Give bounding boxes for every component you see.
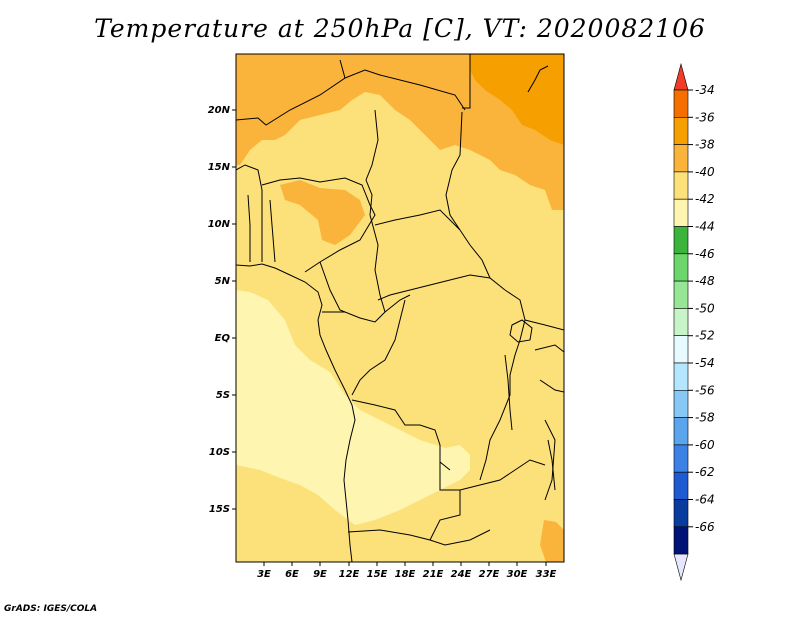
lon-label: 30E [507, 569, 528, 580]
border-east-1 [524, 319, 564, 331]
border-car [374, 209, 461, 231]
colorbar-swatch [673, 226, 689, 255]
border-libya-sudan [462, 54, 471, 109]
field-north-hot [470, 54, 564, 145]
border-sahara-2 [344, 69, 466, 111]
border-car-south [377, 274, 506, 301]
lat-label: 5S [216, 390, 230, 401]
colorbar-label: -48 [695, 274, 715, 288]
lat-ticks [232, 109, 236, 510]
lon-label: 33E [536, 569, 557, 580]
map-frame [235, 53, 565, 563]
colorbar-swatch [673, 444, 689, 473]
colorbar-swatch [673, 471, 689, 500]
lat-label: 20N [208, 105, 231, 116]
colorbar-label: -44 [695, 220, 715, 234]
lon-label: 15E [367, 569, 388, 580]
lake-malawi [547, 439, 556, 491]
colorbar-swatch [673, 335, 689, 364]
country-borders [236, 54, 564, 562]
lat-label: 15N [208, 162, 231, 173]
border-east-2 [534, 344, 564, 353]
border-drc-east [479, 289, 526, 481]
colorbar-label: -64 [695, 493, 715, 507]
credit-label: GrADS: IGES/COLA [4, 604, 98, 614]
colorbar-label: -52 [695, 329, 715, 343]
colorbar-swatch [673, 417, 689, 446]
colorbar-label: -46 [695, 247, 715, 261]
lon-label: 27E [479, 569, 500, 580]
colorbar-label: -50 [695, 301, 715, 315]
lat-label: 10S [209, 447, 230, 458]
border-congo-drc [351, 299, 406, 396]
colorbar-swatch [673, 144, 689, 173]
colorbar-label: -38 [695, 138, 715, 152]
map-title: Temperature at 250hPa [C], VT: 202008210… [94, 14, 706, 43]
field-south-warm-patch [540, 520, 564, 562]
lat-axis: 20N 15N 10N 5N EQ 5S 10S 15S [208, 105, 231, 515]
red-sea-coast [527, 65, 549, 93]
border-chad-east [445, 111, 491, 279]
colorbar-label: -56 [695, 383, 715, 397]
colorbar-label: -54 [695, 356, 715, 370]
lon-axis: 3E 6E 9E 12E 15E 18E 21E 24E 27E 30E 33E [257, 569, 556, 580]
border-nigeria [261, 177, 376, 273]
border-west-small [236, 164, 263, 262]
colorbar-swatch [673, 389, 689, 418]
border-cameroon [319, 261, 346, 313]
temperature-field [236, 54, 564, 562]
colorbar-swatch [673, 198, 689, 227]
lon-label: 9E [313, 569, 327, 580]
colorbar-swatch [673, 117, 689, 145]
lon-label: 12E [339, 569, 360, 580]
field-north-warm-patch [280, 180, 365, 245]
border-west-small-2 [247, 194, 251, 262]
border-east-4 [544, 419, 556, 501]
colorbar-swatch [673, 280, 689, 309]
colorbar-swatch [673, 253, 689, 282]
colorbar-label: -36 [695, 110, 715, 124]
border-west-small-3 [269, 199, 276, 263]
colorbar-swatch [673, 362, 689, 391]
border-car-west [369, 214, 386, 313]
border-namibia [347, 529, 491, 546]
colorbar-label: -60 [695, 438, 715, 452]
lon-ticks [263, 562, 547, 566]
lat-label: 5N [215, 276, 231, 287]
border-gabon-congo [322, 294, 411, 323]
lon-label: 6E [285, 569, 299, 580]
colorbar-swatch [673, 89, 689, 118]
border-niger-chad [365, 109, 379, 216]
colorbar-label: -42 [695, 192, 715, 206]
border-angola-zambia [429, 462, 461, 541]
colorbar-label: -40 [695, 165, 715, 179]
border-angola-drc [351, 399, 451, 471]
lon-label: 21E [423, 569, 444, 580]
colorbar-swatch [673, 171, 689, 200]
colorbar-label: -66 [695, 520, 715, 534]
colorbar-top-arrow [673, 62, 689, 91]
field-north-warm [236, 54, 564, 210]
lon-label: 18E [395, 569, 416, 580]
lon-label: 3E [257, 569, 271, 580]
colorbar-swatch [673, 308, 689, 336]
lat-label: EQ [215, 333, 231, 344]
colorbar-label: -58 [695, 411, 715, 425]
lat-label: 15S [209, 504, 230, 515]
colorbar-bottom-arrow [673, 553, 689, 582]
colorbar-swatch [673, 499, 689, 528]
border-east-3 [539, 379, 564, 393]
border-zambia [459, 459, 546, 491]
lake-victoria [509, 319, 533, 343]
lake-tanganyika [504, 354, 513, 431]
colorbar-swatch [673, 526, 689, 555]
colorbar-label: -34 [695, 83, 715, 97]
colorbar-label: -62 [695, 465, 715, 479]
lon-label: 24E [451, 569, 472, 580]
colorbar: -34 -36 -38 -40 -42 -44 -46 -48 -50 -52 -54 -56 -58 -… [673, 62, 715, 582]
coastline-west-africa [236, 263, 356, 562]
lat-label: 10N [208, 219, 231, 230]
